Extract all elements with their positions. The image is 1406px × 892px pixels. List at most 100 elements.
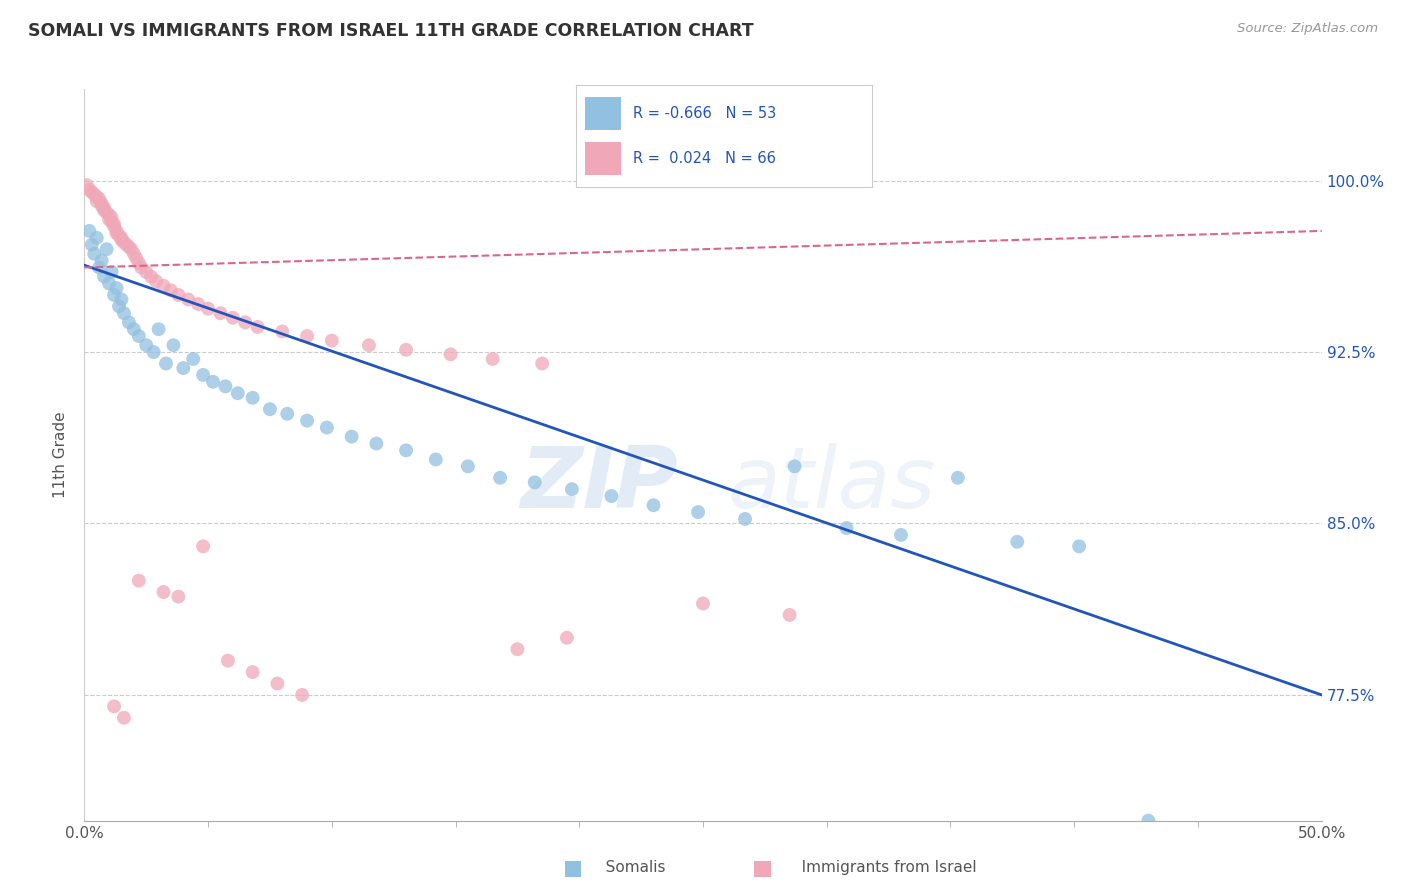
Point xyxy=(167,288,190,302)
Point xyxy=(148,322,170,336)
Point xyxy=(242,391,264,405)
Y-axis label: 11th Grade: 11th Grade xyxy=(53,411,69,499)
Point xyxy=(209,306,232,320)
Point xyxy=(167,590,190,604)
Point xyxy=(86,194,108,209)
Point xyxy=(80,237,103,252)
Point xyxy=(128,574,150,588)
Point xyxy=(1007,534,1029,549)
Point xyxy=(395,443,418,458)
Point xyxy=(890,528,912,542)
Point xyxy=(1137,814,1160,828)
Point xyxy=(93,203,115,218)
Point xyxy=(271,325,294,339)
Point xyxy=(439,347,461,361)
Point xyxy=(191,540,214,554)
Bar xyxy=(565,861,582,877)
Point xyxy=(222,310,245,325)
Bar xyxy=(585,97,620,130)
Point xyxy=(100,215,122,229)
Point xyxy=(242,665,264,679)
Point xyxy=(86,189,108,203)
Text: R = -0.666   N = 53: R = -0.666 N = 53 xyxy=(633,106,776,121)
Point xyxy=(93,201,115,215)
Point xyxy=(266,676,288,690)
Point xyxy=(162,338,184,352)
Point xyxy=(202,375,225,389)
Point xyxy=(217,654,239,668)
Bar xyxy=(585,142,620,175)
Point xyxy=(98,208,121,222)
Text: Immigrants from Israel: Immigrants from Israel xyxy=(787,861,977,875)
Point xyxy=(105,226,128,240)
Point xyxy=(80,185,103,199)
Point xyxy=(172,361,194,376)
Point xyxy=(141,269,163,284)
Point xyxy=(366,436,388,450)
Point xyxy=(395,343,418,357)
Point xyxy=(79,224,101,238)
Point xyxy=(118,315,141,329)
Point xyxy=(142,345,165,359)
Point xyxy=(90,196,112,211)
Point xyxy=(103,288,125,302)
Point xyxy=(135,265,157,279)
Point xyxy=(779,607,801,622)
Point xyxy=(692,597,714,611)
Point xyxy=(600,489,623,503)
Text: SOMALI VS IMMIGRANTS FROM ISRAEL 11TH GRADE CORRELATION CHART: SOMALI VS IMMIGRANTS FROM ISRAEL 11TH GR… xyxy=(28,22,754,40)
Point xyxy=(112,235,135,250)
Point xyxy=(83,247,105,261)
Point xyxy=(89,192,111,206)
Point xyxy=(98,212,121,227)
Bar xyxy=(755,861,772,877)
Point xyxy=(110,233,132,247)
Point xyxy=(295,414,318,428)
Point xyxy=(425,452,447,467)
Point xyxy=(90,199,112,213)
Point xyxy=(108,299,131,313)
Point xyxy=(1069,540,1091,554)
Point xyxy=(177,293,200,307)
Point xyxy=(110,231,132,245)
Point xyxy=(531,356,554,370)
Point xyxy=(105,224,128,238)
Point xyxy=(686,505,709,519)
Point xyxy=(155,356,177,370)
Point xyxy=(135,338,157,352)
Point xyxy=(100,211,122,225)
Point xyxy=(315,420,337,434)
Point xyxy=(187,297,209,311)
Point xyxy=(191,368,214,382)
Point xyxy=(506,642,529,657)
Point xyxy=(643,498,665,512)
Point xyxy=(946,471,969,485)
Point xyxy=(76,178,98,193)
Point xyxy=(100,265,122,279)
Text: Somalis: Somalis xyxy=(591,861,665,875)
Point xyxy=(152,585,174,599)
Point xyxy=(79,183,101,197)
Point xyxy=(835,521,858,535)
Point xyxy=(110,293,132,307)
Point xyxy=(93,269,115,284)
Point xyxy=(181,351,204,366)
Point xyxy=(321,334,343,348)
Point xyxy=(83,187,105,202)
Point xyxy=(115,237,138,252)
Point xyxy=(523,475,546,490)
Point xyxy=(489,471,512,485)
Point xyxy=(561,482,583,496)
Point xyxy=(128,329,150,343)
Text: R =  0.024   N = 66: R = 0.024 N = 66 xyxy=(633,151,776,166)
Point xyxy=(233,315,256,329)
Point xyxy=(734,512,756,526)
Point xyxy=(246,320,269,334)
Point xyxy=(108,228,131,243)
Point xyxy=(103,219,125,234)
Point xyxy=(112,306,135,320)
Point xyxy=(98,277,121,291)
Point xyxy=(457,459,479,474)
Point xyxy=(89,260,111,275)
Text: Source: ZipAtlas.com: Source: ZipAtlas.com xyxy=(1237,22,1378,36)
